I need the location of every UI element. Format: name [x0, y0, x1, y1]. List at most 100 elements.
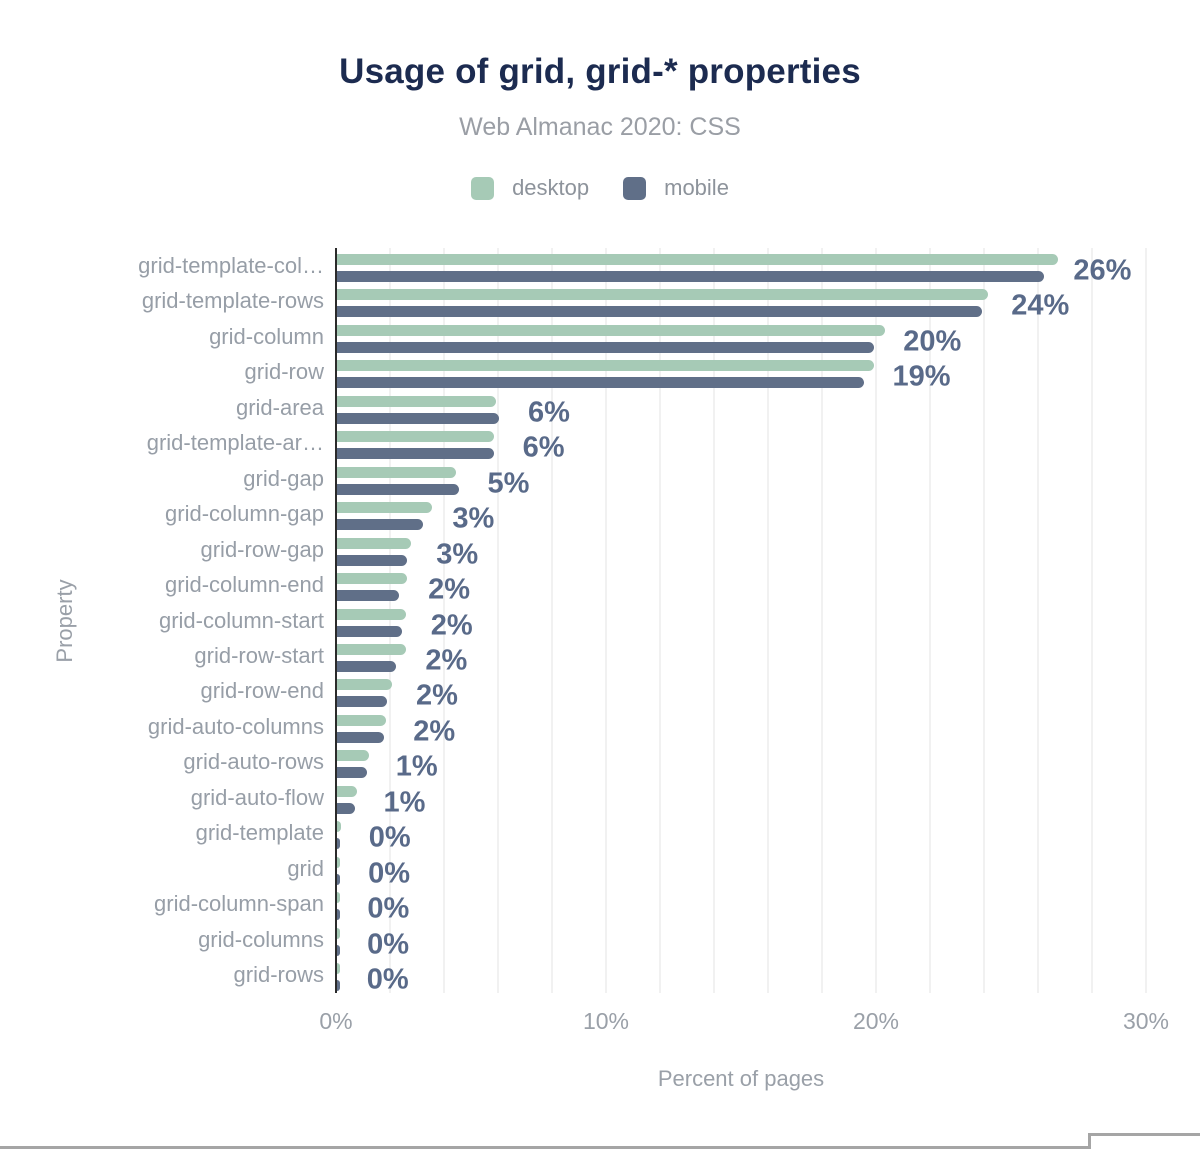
gridline — [551, 248, 553, 993]
value-label: 6% — [528, 396, 570, 429]
category-label: grid-template-col… — [138, 252, 324, 278]
desktop-bar[interactable] — [337, 750, 370, 762]
gridline — [659, 248, 661, 993]
gridline — [389, 248, 391, 993]
mobile-bar[interactable] — [337, 909, 340, 921]
desktop-bar[interactable] — [337, 821, 342, 833]
desktop-bar[interactable] — [337, 324, 886, 336]
gridline — [497, 248, 499, 993]
value-label: 2% — [430, 609, 473, 641]
category-label: grid-column-start — [158, 607, 324, 633]
desktop-bar[interactable] — [337, 785, 358, 797]
mobile-bar[interactable] — [337, 554, 408, 566]
category-label: grid-template-rows — [141, 288, 324, 314]
legend-item-desktop[interactable]: desktop — [471, 175, 589, 201]
mobile-bar[interactable] — [337, 802, 355, 814]
desktop-bar[interactable] — [337, 963, 340, 975]
desktop-bar[interactable] — [337, 608, 406, 620]
desktop-bar[interactable] — [337, 643, 406, 655]
category-label: grid-template-ar… — [146, 430, 324, 456]
value-label: 1% — [395, 750, 438, 783]
desktop-bar[interactable] — [337, 856, 341, 868]
mobile-bar[interactable] — [337, 519, 424, 531]
desktop-bar[interactable] — [337, 360, 875, 372]
mobile-bar[interactable] — [337, 483, 459, 495]
x-axis-title: Percent of pages — [657, 1066, 825, 1091]
legend-label: mobile — [664, 175, 729, 200]
value-label: 6% — [522, 431, 565, 464]
gridline — [1091, 248, 1093, 993]
gridline — [1145, 248, 1147, 993]
desktop-swatch — [471, 176, 495, 200]
value-label: 2% — [413, 715, 456, 748]
category-label: grid-auto-columns — [147, 713, 324, 739]
x-axis-zero-line — [335, 248, 337, 993]
value-label: 2% — [428, 573, 471, 606]
mobile-bar[interactable] — [337, 412, 499, 424]
desktop-bar[interactable] — [337, 395, 497, 407]
mobile-swatch — [623, 176, 647, 200]
value-label: 0% — [368, 857, 411, 890]
value-label: 0% — [367, 892, 410, 925]
gridline — [443, 248, 445, 993]
desktop-bar[interactable] — [337, 714, 386, 726]
desktop-bar[interactable] — [337, 573, 408, 585]
category-label: grid-auto-rows — [183, 749, 324, 775]
gridline — [605, 248, 607, 993]
x-tick-label: 20% — [852, 1008, 900, 1034]
x-tick-label: 10% — [582, 1008, 630, 1034]
legend-label: desktop — [512, 175, 590, 200]
mobile-bar[interactable] — [337, 306, 983, 318]
frame-border-bottom-left — [0, 1146, 1091, 1149]
mobile-bar[interactable] — [337, 696, 387, 708]
category-label: grid-columns — [198, 926, 324, 952]
gridline — [713, 248, 715, 993]
mobile-bar[interactable] — [337, 767, 367, 779]
category-label: grid-row-start — [194, 642, 324, 668]
gridline — [983, 248, 985, 993]
mobile-bar[interactable] — [337, 377, 864, 389]
desktop-bar[interactable] — [337, 289, 988, 301]
mobile-bar[interactable] — [337, 341, 875, 353]
mobile-bar[interactable] — [337, 590, 400, 602]
category-label: grid-area — [235, 394, 324, 420]
value-label: 1% — [383, 786, 426, 819]
desktop-bar[interactable] — [337, 466, 456, 478]
gridline — [875, 248, 877, 993]
mobile-bar[interactable] — [337, 838, 340, 850]
value-label: 5% — [487, 467, 530, 500]
desktop-bar[interactable] — [337, 537, 412, 549]
mobile-bar[interactable] — [337, 873, 340, 885]
x-tick-label: 0% — [319, 1008, 353, 1034]
desktop-bar[interactable] — [337, 502, 432, 514]
mobile-bar[interactable] — [337, 944, 340, 956]
value-label: 2% — [415, 679, 458, 712]
desktop-bar[interactable] — [337, 892, 340, 904]
desktop-bar[interactable] — [337, 253, 1058, 265]
mobile-bar[interactable] — [337, 625, 402, 637]
gridline — [929, 248, 931, 993]
frame-border-step — [1088, 1133, 1091, 1149]
gridline — [1037, 248, 1039, 993]
value-label: 24% — [1011, 289, 1070, 322]
desktop-bar[interactable] — [337, 431, 494, 443]
mobile-bar[interactable] — [337, 660, 397, 672]
value-label: 19% — [892, 360, 951, 393]
category-label: grid-row-end — [200, 678, 325, 704]
mobile-bar[interactable] — [337, 980, 340, 992]
mobile-bar[interactable] — [337, 270, 1045, 282]
category-label: grid-rows — [233, 962, 324, 988]
category-label: grid-row-gap — [200, 536, 325, 562]
category-label: grid — [287, 855, 324, 881]
mobile-bar[interactable] — [337, 731, 385, 743]
value-label: 0% — [368, 821, 411, 854]
mobile-bar[interactable] — [337, 448, 494, 460]
y-axis-title: Property — [52, 578, 77, 663]
desktop-bar[interactable] — [337, 927, 340, 939]
desktop-bar[interactable] — [337, 679, 393, 691]
legend: desktop mobile — [0, 175, 1200, 201]
category-label: grid-column — [209, 323, 324, 349]
legend-item-mobile[interactable]: mobile — [623, 175, 729, 201]
